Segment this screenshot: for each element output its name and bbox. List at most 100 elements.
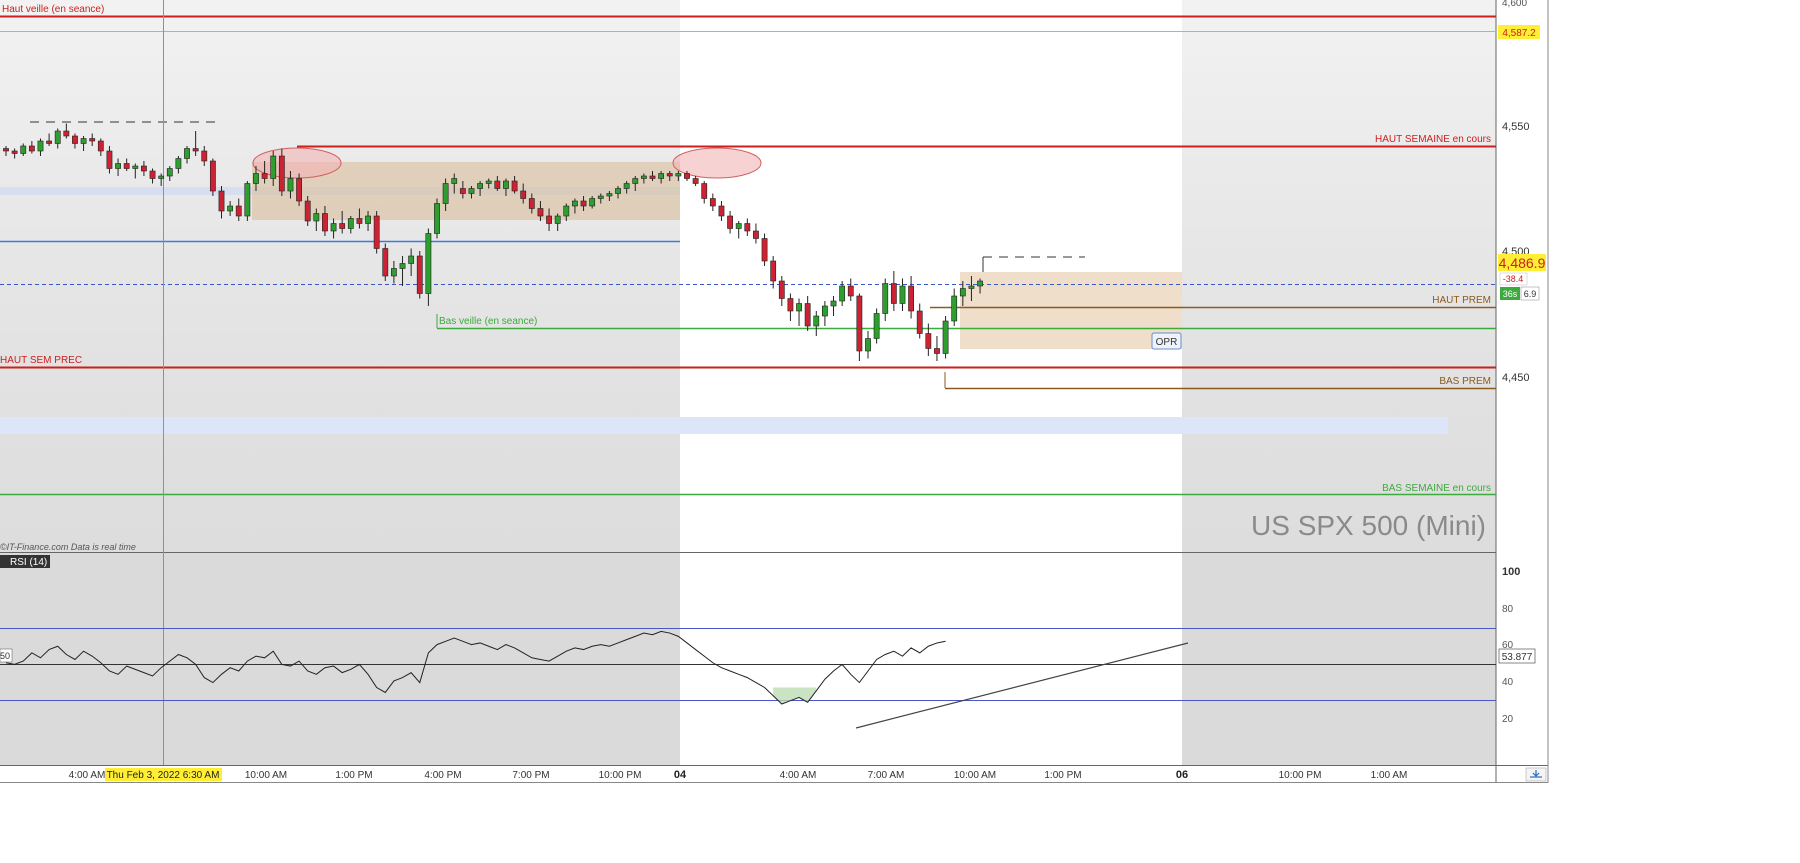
candle-down[interactable]: [718, 205, 725, 217]
candle-up[interactable]: [175, 158, 182, 169]
candle-up[interactable]: [796, 303, 802, 312]
candle-up[interactable]: [632, 178, 639, 184]
candle-up[interactable]: [20, 145, 27, 154]
candle-down[interactable]: [11, 150, 18, 154]
candle-up[interactable]: [899, 285, 906, 304]
candle-up[interactable]: [503, 180, 509, 189]
rsi-line[interactable]: [5, 630, 946, 705]
rsi-label[interactable]: RSI (14): [10, 557, 47, 568]
candle-down[interactable]: [787, 298, 794, 312]
candle-down[interactable]: [209, 160, 216, 192]
candle-up[interactable]: [675, 173, 682, 177]
candle-up[interactable]: [554, 215, 561, 224]
candle-down[interactable]: [925, 333, 932, 349]
candle-down[interactable]: [278, 155, 285, 192]
candle-up[interactable]: [597, 195, 604, 199]
candle-down[interactable]: [416, 255, 423, 294]
candle-down[interactable]: [261, 173, 268, 179]
candle-up[interactable]: [563, 205, 570, 217]
candle-up[interactable]: [442, 183, 449, 204]
candle-up[interactable]: [451, 178, 458, 184]
candle-down[interactable]: [339, 223, 346, 229]
candle-down[interactable]: [356, 218, 363, 224]
candle-up[interactable]: [253, 173, 259, 184]
candle-down[interactable]: [296, 178, 302, 202]
candle-up[interactable]: [477, 183, 483, 189]
candle-down[interactable]: [934, 348, 940, 354]
candle-down[interactable]: [804, 303, 811, 327]
candle-down[interactable]: [666, 173, 673, 177]
candle-up[interactable]: [882, 283, 889, 314]
candle-up[interactable]: [821, 305, 828, 317]
candle-up[interactable]: [330, 223, 337, 232]
candle-up[interactable]: [658, 173, 665, 179]
candle-up[interactable]: [623, 183, 630, 189]
candle-down[interactable]: [520, 190, 527, 199]
candle-down[interactable]: [847, 285, 854, 297]
candle-down[interactable]: [580, 200, 587, 207]
candle-up[interactable]: [270, 155, 277, 179]
candle-up[interactable]: [365, 215, 371, 224]
candle-down[interactable]: [97, 140, 104, 152]
candle-up[interactable]: [468, 188, 475, 194]
candle-up[interactable]: [399, 263, 406, 269]
candle-up[interactable]: [37, 140, 44, 152]
candle-up[interactable]: [408, 255, 415, 264]
candle-up[interactable]: [390, 268, 397, 277]
candle-up[interactable]: [873, 313, 880, 339]
highlight-ellipse-2[interactable]: [672, 147, 762, 179]
rsi-layer[interactable]: [5, 630, 946, 705]
candle-down[interactable]: [692, 178, 699, 184]
candle-up[interactable]: [942, 320, 949, 354]
candle-up[interactable]: [839, 285, 846, 302]
candle-up[interactable]: [166, 168, 173, 177]
candle-down[interactable]: [322, 213, 328, 232]
candle-up[interactable]: [968, 285, 975, 289]
candle-up[interactable]: [485, 180, 492, 184]
candle-up[interactable]: [434, 203, 440, 234]
candle-up[interactable]: [830, 300, 837, 307]
candle-down[interactable]: [890, 283, 897, 304]
candle-up[interactable]: [184, 148, 190, 159]
candle-up[interactable]: [158, 175, 165, 179]
candle-down[interactable]: [778, 280, 785, 299]
candle-down[interactable]: [744, 223, 751, 232]
candle-down[interactable]: [537, 208, 544, 217]
rsi-trendline[interactable]: [855, 642, 1189, 729]
candle-down[interactable]: [753, 230, 759, 239]
candle-down[interactable]: [89, 138, 96, 142]
candle-down[interactable]: [149, 170, 156, 179]
candle-down[interactable]: [649, 175, 656, 179]
candle-up[interactable]: [425, 233, 432, 294]
candle-down[interactable]: [727, 215, 733, 229]
candle-up[interactable]: [132, 165, 139, 169]
candle-down[interactable]: [235, 205, 242, 217]
candle-up[interactable]: [640, 175, 647, 179]
candle-up[interactable]: [606, 193, 613, 197]
candle-up[interactable]: [951, 295, 958, 322]
candle-down[interactable]: [770, 260, 777, 282]
candle-up[interactable]: [347, 218, 354, 229]
candle-down[interactable]: [701, 183, 708, 199]
candle-up[interactable]: [244, 183, 251, 217]
candle-up[interactable]: [865, 338, 871, 352]
candle-down[interactable]: [72, 135, 78, 144]
candles-group[interactable]: [3, 123, 983, 362]
candle-down[interactable]: [908, 285, 914, 312]
candle-down[interactable]: [511, 180, 518, 192]
candle-down[interactable]: [106, 150, 113, 169]
candle-up[interactable]: [589, 198, 596, 207]
candle-up[interactable]: [572, 200, 578, 207]
candle-down[interactable]: [373, 215, 380, 249]
candle-down[interactable]: [192, 148, 199, 152]
candle-down[interactable]: [382, 248, 389, 277]
candle-down[interactable]: [123, 163, 130, 169]
candle-up[interactable]: [115, 163, 121, 169]
candle-down[interactable]: [304, 200, 311, 222]
candle-down[interactable]: [709, 198, 716, 207]
candle-up[interactable]: [313, 213, 320, 222]
candle-down[interactable]: [459, 188, 466, 194]
candle-up[interactable]: [813, 315, 820, 327]
candle-up[interactable]: [959, 288, 966, 297]
